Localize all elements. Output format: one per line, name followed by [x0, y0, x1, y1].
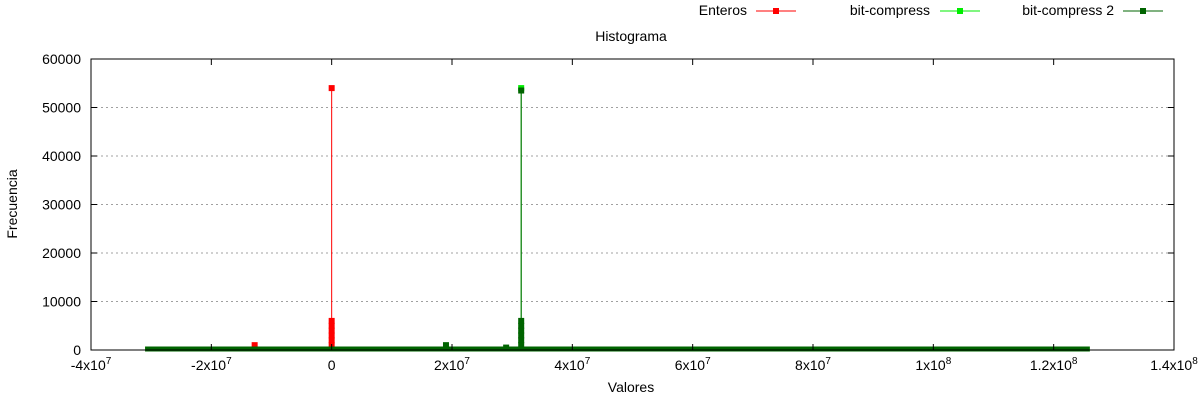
y-tick-label: 10000 [42, 294, 81, 310]
legend-marker [773, 8, 779, 14]
chart-title: Histograma [595, 28, 667, 44]
y-tick-label: 20000 [42, 245, 81, 261]
data-point [518, 322, 525, 329]
legend-label: bit-compress 2 [1022, 2, 1114, 18]
y-tick-label: 0 [73, 342, 81, 358]
series-3 [145, 87, 1090, 352]
legend-item-bit-compress: bit-compress [850, 2, 980, 18]
series-layer [145, 85, 1090, 352]
data-point [328, 327, 335, 334]
data-point [328, 337, 335, 344]
grid-layer [91, 107, 1174, 302]
legend-item-bit-compress-2: bit-compress 2 [1022, 2, 1163, 18]
x-tick-label: 6x107 [675, 356, 711, 373]
legend-label: bit-compress [850, 2, 930, 18]
data-point [442, 342, 449, 349]
y-axis-label: Frecuencia [4, 169, 20, 238]
data-point [518, 342, 525, 349]
data-point [518, 317, 525, 324]
x-tick-label: 1.4x108 [1150, 356, 1198, 373]
data-point [328, 317, 335, 324]
x-tick-label: 1.2x108 [1030, 356, 1078, 373]
y-tick-label: 50000 [42, 100, 81, 116]
data-point [518, 332, 525, 339]
y-tick-label: 30000 [42, 197, 81, 213]
data-point [518, 327, 525, 334]
x-tick-label: 4x107 [554, 356, 590, 373]
legend-label: Enteros [699, 2, 747, 18]
x-tick-label: 2x107 [434, 356, 470, 373]
x-tick-label: -2x107 [191, 356, 232, 373]
x-axis-label: Valores [608, 379, 654, 395]
series-2 [145, 85, 1090, 352]
data-point [518, 87, 525, 94]
data-point [518, 337, 525, 344]
x-tick-label: 8x107 [795, 356, 831, 373]
legend-marker [1140, 8, 1146, 14]
data-point [503, 344, 510, 351]
data-point [328, 322, 335, 329]
legend-marker [957, 8, 963, 14]
y-tick-label: 40000 [42, 148, 81, 164]
legend-item-enteros: Enteros [699, 2, 796, 18]
ticks-layer: 0 10000 20000 30000 40000 50000 60000 -4x107 -2x… [42, 51, 1198, 373]
legend: Enteros bit-compress bit-compress 2 [699, 2, 1163, 18]
x-tick-label: 1x108 [915, 356, 951, 373]
x-tick-label: -4x107 [71, 356, 112, 373]
series-1 [145, 85, 338, 352]
y-tick-label: 60000 [42, 51, 81, 67]
data-point [251, 342, 258, 349]
data-point [328, 85, 335, 92]
x-tick-label: 0 [328, 357, 336, 373]
data-point [328, 332, 335, 339]
